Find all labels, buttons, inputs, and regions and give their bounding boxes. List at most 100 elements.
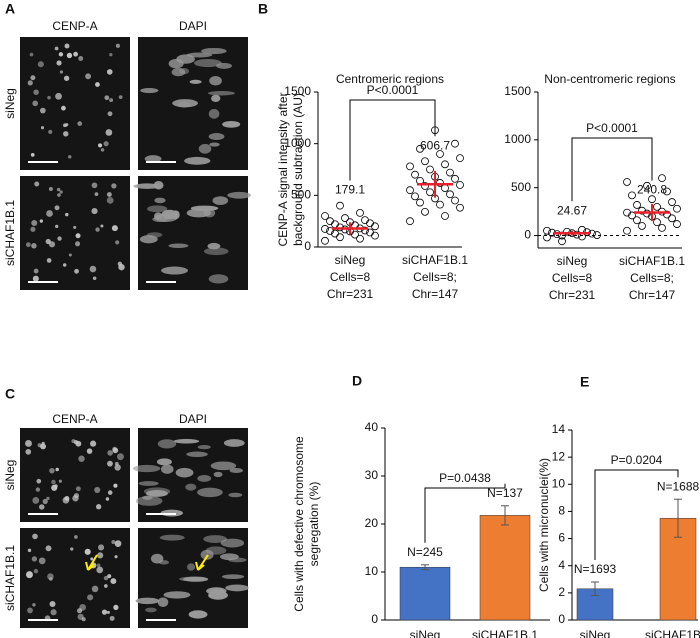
data-point [366, 228, 374, 237]
micrograph-spot [113, 483, 118, 488]
data-point [436, 179, 444, 187]
y-tick-label: 1000 [504, 132, 531, 146]
micrograph-spot [160, 464, 174, 474]
micrograph-spot [78, 455, 85, 462]
micrograph-spot [91, 208, 98, 215]
micrograph-spot [163, 591, 191, 599]
micrograph-spot [48, 186, 53, 191]
micrograph-spot [96, 566, 104, 574]
micrograph-spot [178, 576, 203, 582]
data-point [673, 204, 681, 213]
micrograph-spot [159, 534, 185, 541]
micrograph-spot [157, 439, 177, 449]
micrograph-spot [66, 52, 73, 59]
panel-letter: E [580, 374, 589, 390]
micrograph-spot [107, 490, 113, 495]
micrograph-spot [184, 156, 211, 165]
micrograph-spot [203, 247, 229, 256]
x-tick-note: Cells=8; [413, 270, 457, 284]
micrograph-spot [220, 538, 245, 548]
micrograph-spot [85, 73, 92, 80]
micrograph-spot [31, 243, 37, 249]
p-value: P=0.0438 [439, 471, 491, 485]
data-point [341, 214, 349, 222]
x-tick-note: Chr=231 [327, 287, 374, 301]
micrograph-spot [25, 242, 31, 248]
micrograph-spot [57, 193, 61, 197]
micrograph-spot [177, 101, 191, 108]
micrograph-spot [161, 266, 189, 275]
data-point [366, 219, 374, 228]
data-point [446, 190, 454, 199]
micrograph-spot [51, 479, 56, 485]
micrograph-spot [54, 46, 59, 51]
micrograph-spot [59, 190, 63, 194]
micrograph-spot [103, 575, 109, 581]
micrograph-spot [27, 607, 33, 614]
micrograph-spot [225, 584, 249, 592]
data-point [406, 186, 414, 195]
chart-title: Centromeric regions [336, 72, 444, 86]
micrograph-spot [114, 461, 119, 466]
data-point [648, 195, 656, 204]
micrograph-spot [31, 556, 38, 562]
micrograph-spot [115, 43, 120, 48]
n-label: N=245 [407, 545, 443, 559]
micrograph [20, 37, 130, 170]
data-point [633, 201, 641, 209]
y-axis-label: segregation (%) [307, 482, 321, 567]
panel-letter: B [258, 1, 268, 17]
micrograph-spot [111, 183, 117, 189]
data-point [361, 226, 369, 235]
micrograph-spot [96, 563, 101, 568]
micrograph-spot [45, 545, 52, 552]
micrograph-spot [201, 47, 227, 55]
y-tick-label: 2 [558, 585, 565, 599]
micrograph-spot [205, 546, 227, 555]
micrograph-spot [76, 608, 83, 614]
micrograph-spot [49, 600, 56, 607]
micrograph-spot [27, 80, 33, 86]
micrograph-spot [38, 557, 46, 565]
y-tick-label: 12 [552, 449, 566, 463]
data-point [426, 188, 434, 197]
micrograph-spot [38, 504, 45, 510]
micrograph-spot [30, 153, 35, 157]
y-tick-label: 20 [365, 516, 379, 530]
data-point [436, 200, 444, 209]
panel-letter: A [5, 1, 15, 17]
x-tick-label: siNeg [557, 254, 588, 268]
data-point [633, 216, 641, 225]
micrograph-spot [94, 192, 99, 197]
x-tick-label: siNeg [410, 628, 441, 638]
micrograph-spot [117, 453, 124, 461]
micrograph-spot [106, 69, 113, 75]
chart-title: Non-centromeric regions [544, 72, 675, 86]
data-point [421, 207, 429, 216]
micrograph-spot [33, 268, 39, 274]
micrograph-spot [31, 219, 38, 226]
micrograph-spot [25, 571, 33, 579]
micrograph-spot [118, 95, 123, 99]
data-point [446, 168, 454, 177]
micrograph-spot [63, 75, 70, 81]
micrograph-spot [189, 79, 202, 84]
micrograph-spot [194, 59, 222, 68]
micrograph-spot [34, 181, 40, 187]
y-tick-label: 1000 [284, 136, 311, 150]
data-point [336, 233, 344, 242]
micrograph-spot [173, 438, 200, 444]
n-label: N=1688 [657, 479, 700, 493]
micrograph-spot [48, 241, 56, 248]
data-point [623, 226, 631, 235]
y-tick-label: 0 [524, 228, 531, 242]
micrograph-spot [186, 451, 208, 458]
micrograph-spot [37, 61, 44, 68]
data-label: 179.1 [335, 183, 365, 197]
micrograph-spot [197, 445, 211, 450]
micrograph-spot [30, 226, 36, 232]
n-label: N=137 [487, 486, 523, 500]
micrograph-spot [78, 56, 84, 61]
data-point [326, 217, 334, 226]
data-point [623, 178, 631, 186]
